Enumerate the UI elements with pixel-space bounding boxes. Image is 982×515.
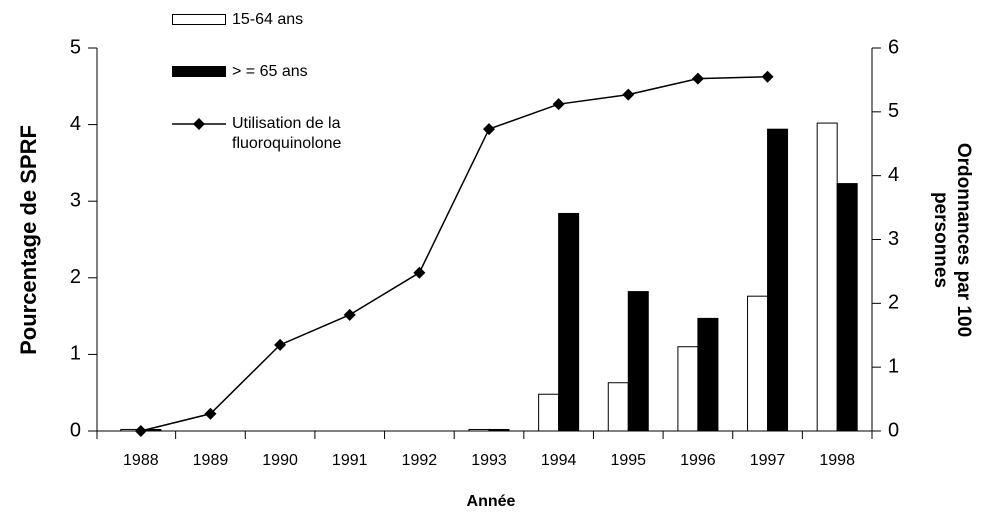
y2-tick-label: 2 <box>888 292 899 314</box>
y2-axis-title-line: personnes <box>930 191 951 289</box>
bar <box>468 428 490 432</box>
y-tick-label: 1 <box>70 343 81 365</box>
y2-tick-label: 4 <box>888 164 899 186</box>
marker <box>343 308 356 321</box>
legend-entry: 15-64 ans <box>172 10 372 30</box>
marker <box>134 425 147 437</box>
marker <box>204 407 217 420</box>
marker <box>552 98 565 111</box>
legend-entry: Utilisation de la fluoroquinolone <box>172 114 372 154</box>
bar <box>697 317 719 432</box>
legend-swatch <box>172 66 226 77</box>
y2-axis-title-line: Ordonnances par 100 <box>953 142 974 338</box>
y2-tick-label: 3 <box>888 228 899 250</box>
x-tick-label: 1988 <box>123 452 159 469</box>
marker <box>761 70 774 83</box>
bar <box>677 346 699 432</box>
legend-entry: > = 65 ans <box>172 62 372 82</box>
bar <box>767 128 789 432</box>
marker <box>483 123 495 136</box>
y2-tick-label: 5 <box>888 100 899 122</box>
x-tick-label: 1998 <box>819 452 855 469</box>
x-tick-label: 1994 <box>541 452 577 469</box>
legend-label: 15-64 ans <box>232 11 304 28</box>
bar <box>747 295 769 432</box>
y2-axis-title: Ordonnances par 100 personnes <box>929 135 975 345</box>
x-tick-label: 1990 <box>262 452 298 469</box>
y-tick-label: 2 <box>70 266 81 288</box>
bar <box>488 428 510 432</box>
legend-swatch <box>172 117 226 130</box>
y2-tick-label: 0 <box>888 419 899 441</box>
marker <box>691 72 704 85</box>
y-axis-title: Pourcentage de SPRF <box>16 125 41 355</box>
bar <box>558 212 580 432</box>
line <box>140 75 768 432</box>
marker <box>413 266 426 279</box>
legend-label: Utilisation de la fluoroquinolone <box>232 115 342 152</box>
marker <box>622 88 635 101</box>
y-tick-label: 5 <box>70 36 81 58</box>
y2-tick-label: 1 <box>888 355 899 377</box>
legend-swatch <box>172 14 226 25</box>
y-tick-label: 3 <box>70 189 81 211</box>
x-tick-label: 1997 <box>750 452 786 469</box>
x-tick-label: 1992 <box>402 452 438 469</box>
y2-tick-label: 6 <box>888 36 899 58</box>
x-tick-label: 1989 <box>193 452 229 469</box>
bar <box>816 122 838 432</box>
y-tick-label: 4 <box>70 113 81 135</box>
bar <box>836 183 858 432</box>
x-tick-label: 1996 <box>680 452 716 469</box>
legend: 15-64 ans > = 65 ans Utilisation de la flu… <box>172 10 372 154</box>
legend-label: > = 65 ans <box>232 63 308 80</box>
y-tick-label: 0 <box>70 419 81 441</box>
bar <box>538 393 560 432</box>
x-axis-title: Année <box>467 493 516 510</box>
x-tick-label: 1995 <box>610 452 646 469</box>
x-tick-label: 1991 <box>332 452 368 469</box>
bar <box>627 291 649 432</box>
x-tick-label: 1993 <box>471 452 507 469</box>
marker <box>274 338 287 351</box>
bar <box>607 382 629 432</box>
